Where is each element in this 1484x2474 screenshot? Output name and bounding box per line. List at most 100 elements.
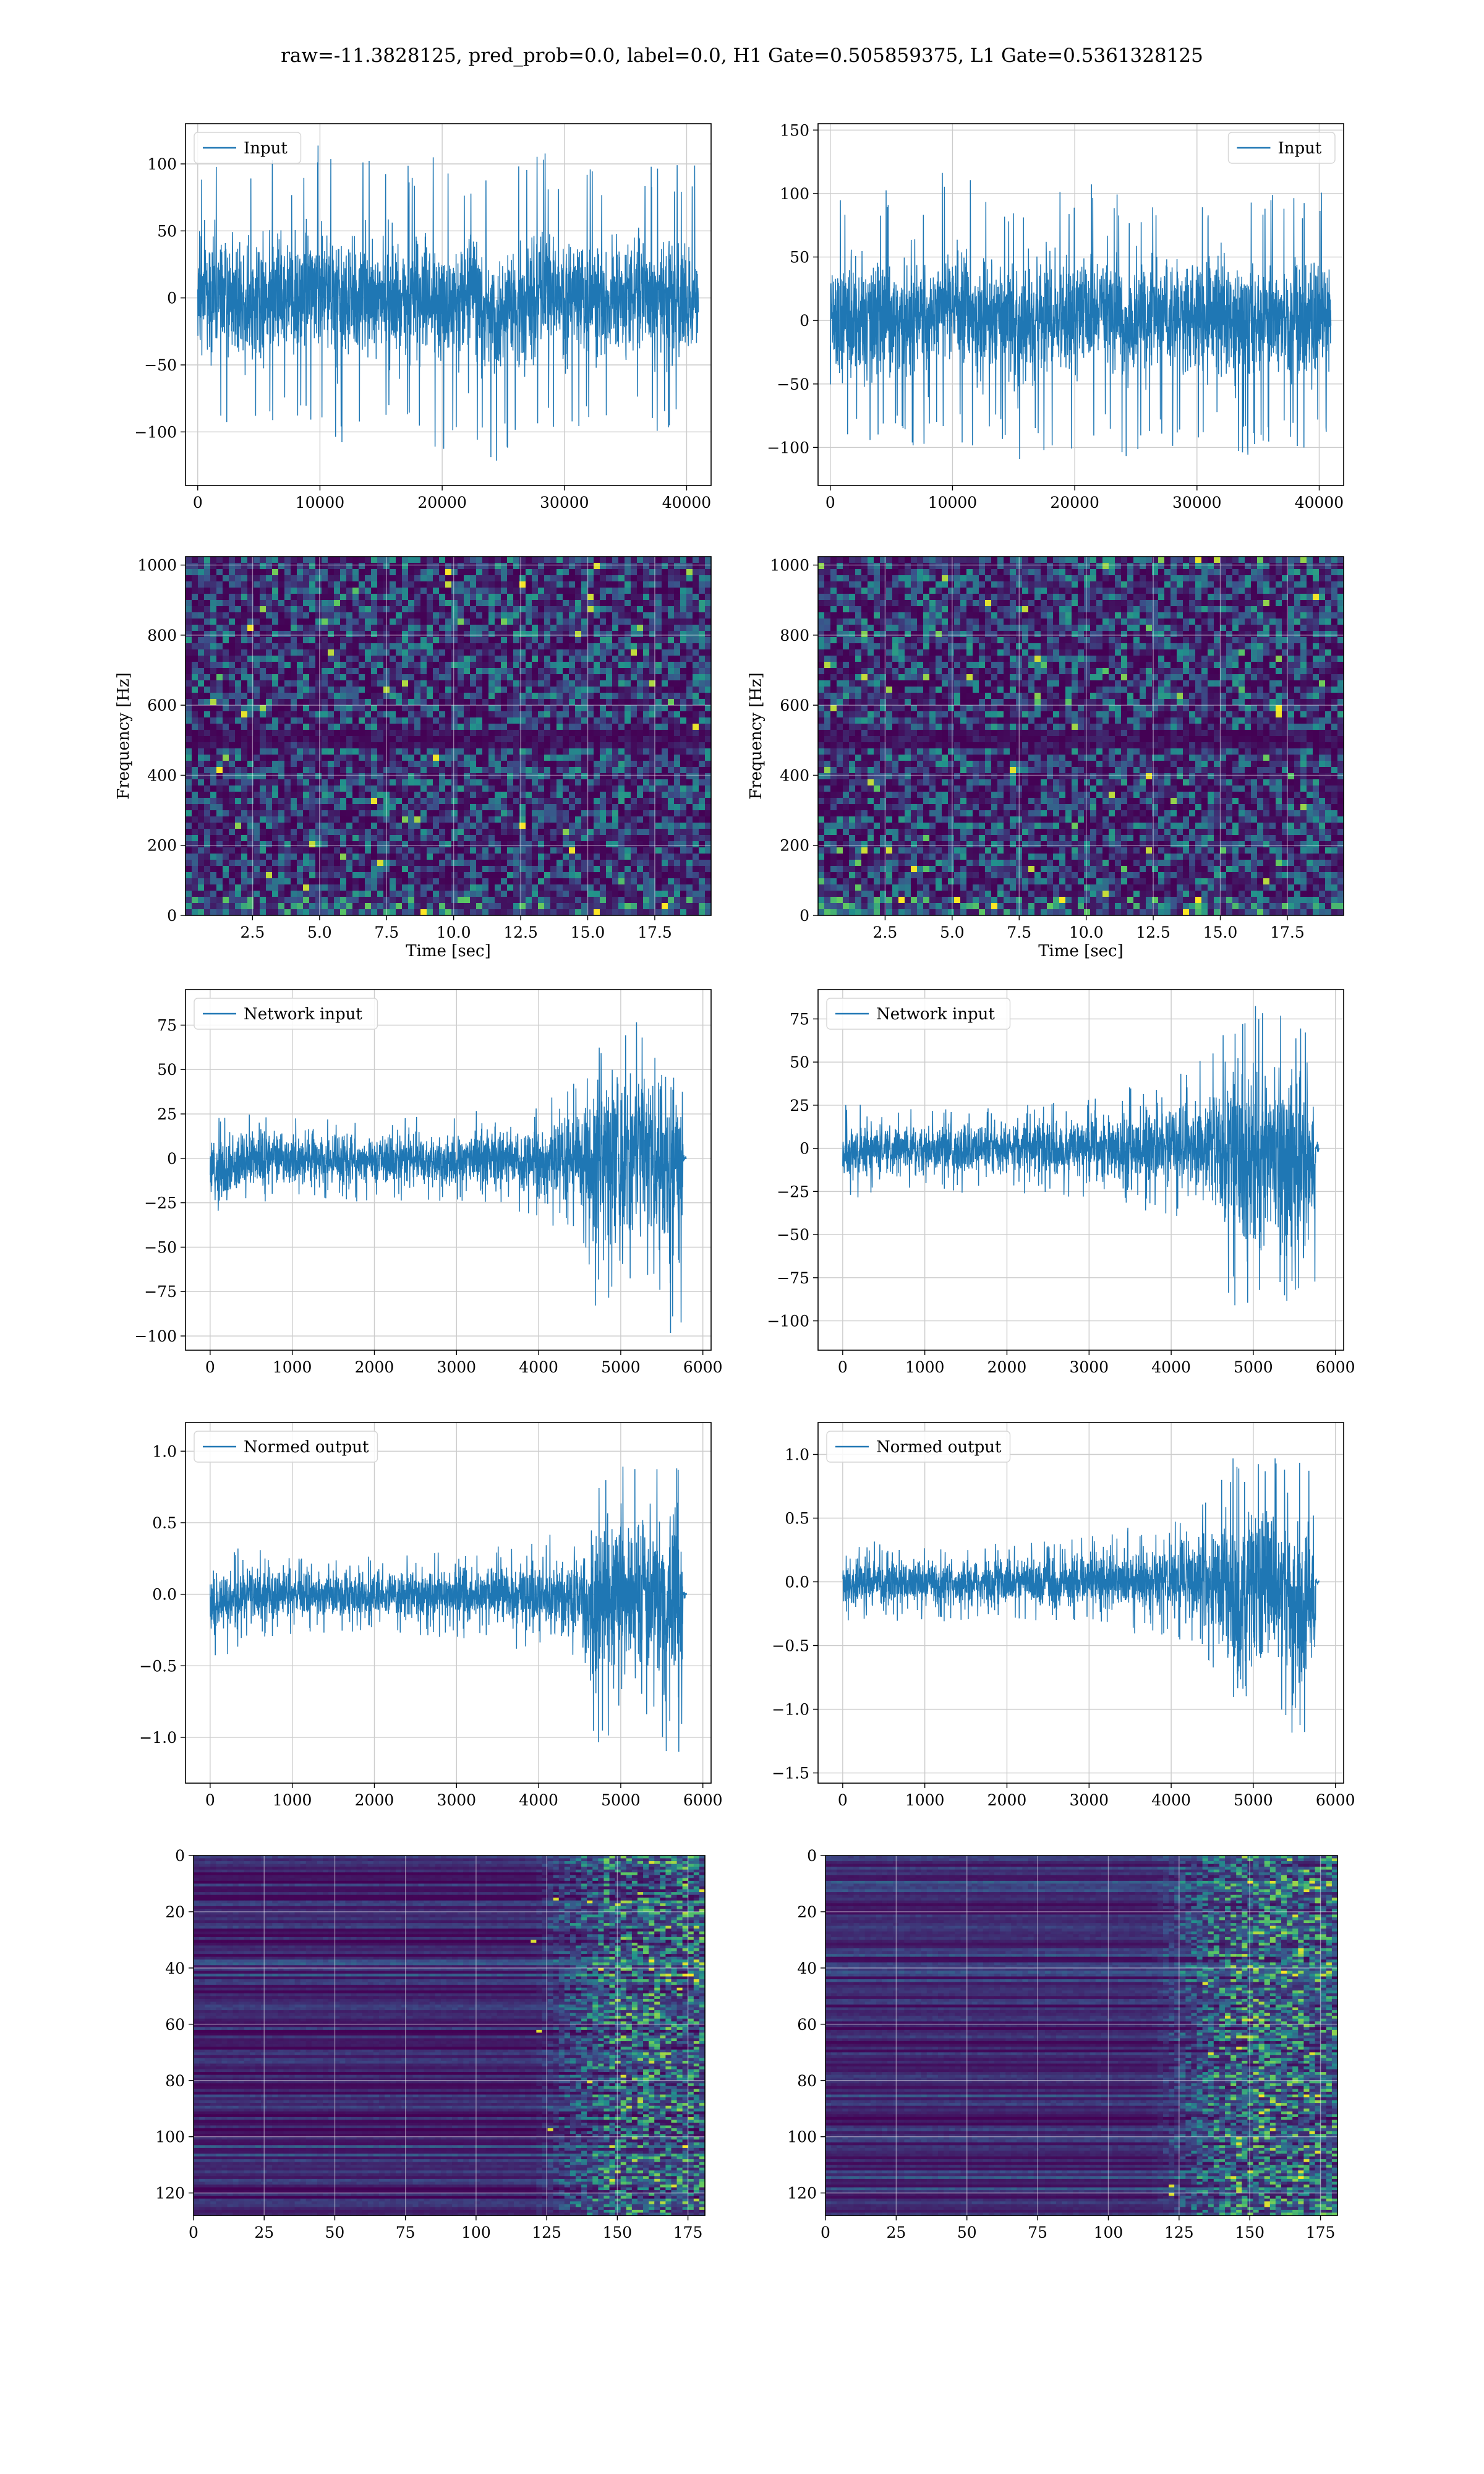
y-tick-label: −25 [777, 1183, 809, 1201]
x-tick-label: 40000 [662, 494, 712, 511]
y-tick-label: 100 [787, 2128, 817, 2146]
spectrogram-cells [186, 557, 712, 916]
y-tick-label: 25 [157, 1105, 177, 1123]
axes-frame [185, 1422, 712, 1784]
y-tick-label: 0.5 [152, 1514, 177, 1532]
y-tick-label: 200 [780, 837, 809, 855]
x-tick-label: 175 [673, 2224, 703, 2241]
y-tick-label: 50 [790, 249, 809, 267]
y-tick-label: 400 [780, 766, 809, 784]
y-tick-label: −100 [767, 439, 809, 456]
y-tick-label: 0 [167, 907, 177, 925]
series-line [210, 1466, 687, 1752]
legend-label: Normed output [244, 1438, 369, 1457]
x-tick-label: 4000 [1151, 1791, 1191, 1809]
x-tick-label: 0 [838, 1791, 848, 1809]
x-tick-label: 12.5 [503, 923, 538, 941]
x-tick-label: 6000 [683, 1791, 723, 1809]
y-tick-label: 0 [800, 1140, 809, 1158]
legend-box [826, 998, 1011, 1030]
axes-frame [817, 123, 1344, 486]
x-tick-label: 10000 [928, 494, 978, 511]
axes-frame [185, 989, 712, 1351]
x-tick-label: 2000 [987, 1358, 1027, 1376]
y-axis-label: Frequency [Hz] [747, 672, 765, 800]
x-tick-label: 30000 [1172, 494, 1222, 511]
x-tick-label: 3000 [437, 1791, 476, 1809]
y-tick-label: 40 [165, 1959, 185, 1977]
legend-label: Input [244, 139, 288, 158]
y-tick-label: 0 [167, 289, 177, 307]
x-tick-label: 6000 [683, 1358, 723, 1376]
y-tick-label: 20 [797, 1903, 817, 1921]
y-tick-label: 60 [165, 2016, 185, 2034]
y-tick-label: −75 [144, 1283, 177, 1301]
x-tick-label: 0 [193, 494, 203, 511]
y-tick-label: 75 [790, 1010, 809, 1028]
y-tick-label: −25 [144, 1194, 177, 1212]
x-tick-label: 7.5 [1007, 923, 1031, 941]
chart-feat-right: 0 25 50 75 100 125 150 175 0 20 40 60 80 100 120 [787, 1847, 1338, 2241]
y-tick-label: 50 [790, 1053, 809, 1071]
x-tick-label: 25 [886, 2224, 906, 2241]
axes-frame [185, 556, 712, 916]
series-line [830, 173, 1332, 460]
series-line [842, 1006, 1320, 1306]
x-tick-label: 5000 [601, 1358, 641, 1376]
y-tick-label: −50 [144, 1238, 177, 1256]
x-tick-label: 75 [396, 2224, 416, 2241]
x-tick-label: 5.0 [307, 923, 332, 941]
y-tick-label: 80 [797, 2072, 817, 2090]
axes-frame [825, 1855, 1338, 2216]
y-tick-label: 0 [800, 312, 809, 330]
spectrogram-cells [818, 557, 1344, 916]
chart-feat-left: 0 25 50 75 100 125 150 175 0 20 40 60 80 100 120 [155, 1847, 706, 2241]
y-tick-label: 1.0 [152, 1442, 177, 1460]
y-tick-label: 75 [157, 1016, 177, 1034]
chart-spec-left: 2.5 5.0 7.5 10.0 12.5 15.0 17.5 0 200 400 600 800 10… [114, 556, 712, 961]
y-tick-label: 200 [147, 837, 177, 855]
legend: Network input [826, 998, 1011, 1030]
x-tick-label: 17.5 [638, 923, 672, 941]
x-tick-label: 0 [205, 1791, 215, 1809]
chart-net-left: 0 1000 2000 3000 4000 5000 6000 −100 −75 −50 −25 0 2… [134, 989, 723, 1376]
x-tick-label: 150 [602, 2224, 632, 2241]
x-axis-label: Time [sec] [406, 942, 491, 961]
x-tick-label: 0 [821, 2224, 830, 2241]
x-tick-label: 0 [189, 2224, 198, 2241]
x-tick-label: 3000 [437, 1358, 476, 1376]
x-tick-label: 15.0 [571, 923, 605, 941]
figure-title: raw=-11.3828125, pred_prob=0.0, label=0.… [281, 45, 1203, 67]
x-tick-label: 1000 [273, 1358, 312, 1376]
x-tick-label: 4000 [1151, 1358, 1191, 1376]
y-tick-label: −50 [144, 356, 177, 374]
chart-norm-left: 0 1000 2000 3000 4000 5000 6000 −1.0 −0.5 0.0 0.5 1… [139, 1422, 723, 1809]
legend-label: Normed output [876, 1438, 1002, 1457]
x-tick-label: 2000 [355, 1358, 394, 1376]
x-tick-label: 17.5 [1270, 923, 1305, 941]
y-tick-label: 800 [147, 627, 177, 644]
y-tick-label: 0.0 [152, 1586, 177, 1604]
y-tick-label: 60 [797, 2016, 817, 2034]
chart-input-right: 0 10000 20000 30000 40000 −100 −50 0 50 100 150 Inp… [767, 121, 1344, 511]
legend-label: Input [1278, 139, 1322, 158]
y-tick-label: 50 [157, 1061, 177, 1079]
x-tick-label: 3000 [1069, 1791, 1109, 1809]
y-tick-label: 0.0 [785, 1573, 809, 1591]
x-tick-label: 3000 [1069, 1358, 1109, 1376]
x-tick-label: 10.0 [1069, 923, 1104, 941]
y-tick-label: 0.5 [785, 1510, 809, 1528]
y-tick-label: 600 [147, 696, 177, 714]
y-tick-label: 1.0 [785, 1446, 809, 1464]
x-tick-label: 0 [838, 1358, 848, 1376]
series-line [197, 145, 699, 461]
y-tick-label: 40 [797, 1959, 817, 1977]
legend: Input [1227, 132, 1336, 164]
chart-norm-right: 0 1000 2000 3000 4000 5000 6000 −1.5 −1.0 −0.5 0.0… [772, 1422, 1355, 1809]
x-tick-label: 0 [205, 1358, 215, 1376]
y-tick-label: −1.0 [139, 1729, 177, 1747]
x-tick-label: 125 [532, 2224, 561, 2241]
series-line [842, 1458, 1320, 1733]
y-tick-label: 0 [175, 1847, 185, 1865]
x-tick-label: 100 [1094, 2224, 1124, 2241]
